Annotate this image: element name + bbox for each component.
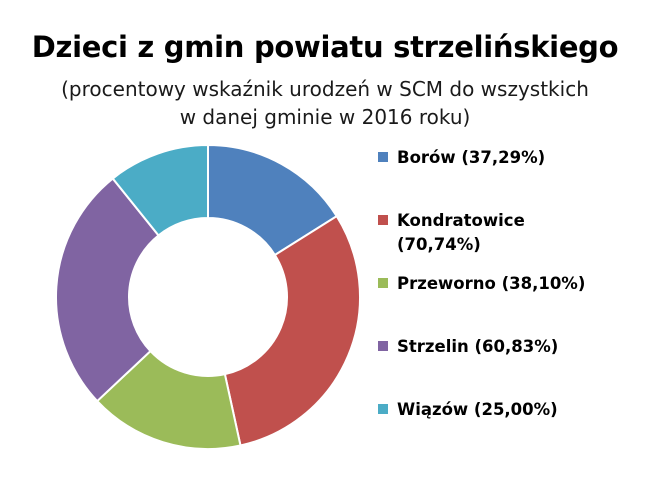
legend-label-borow: Borów (37,29%) — [397, 148, 546, 167]
legend-item-strzelin: Strzelin (60,83%) — [378, 335, 607, 359]
donut-slice-wiazow — [111, 143, 209, 237]
chart-subtitle-line-2: w danej gminie w 2016 roku) — [179, 105, 471, 129]
legend-item-borow: Borów (37,29%) — [378, 146, 607, 170]
donut-slice-strzelin — [55, 177, 160, 403]
legend-item-przeworno: Przeworno (38,10%) — [378, 272, 607, 296]
legend-label-kondratowice: Kondratowice (70,74%) — [397, 211, 525, 254]
chart-title: Dzieci z gmin powiatu strzelińskiego — [31, 30, 619, 64]
legend-swatch-strzelin — [378, 341, 388, 351]
legend-label-strzelin: Strzelin (60,83%) — [397, 337, 559, 356]
donut-slice-kondratowice — [223, 214, 361, 447]
legend-swatch-borow — [378, 152, 388, 162]
chart-subtitle: (procentowy wskaźnik urodzeń w SCM do ws… — [0, 75, 650, 131]
legend-swatch-wiazow — [378, 404, 388, 414]
legend-swatch-przeworno — [378, 278, 388, 288]
legend-item-kondratowice: Kondratowice (70,74%) — [378, 209, 607, 257]
legend-label-wiazow: Wiązów (25,00%) — [397, 400, 558, 419]
chart-subtitle-line-1: (procentowy wskaźnik urodzeń w SCM do ws… — [61, 77, 589, 101]
legend-label-przeworno: Przeworno (38,10%) — [397, 274, 586, 293]
legend-swatch-kondratowice — [378, 215, 388, 225]
legend-item-wiazow: Wiązów (25,00%) — [378, 398, 607, 422]
